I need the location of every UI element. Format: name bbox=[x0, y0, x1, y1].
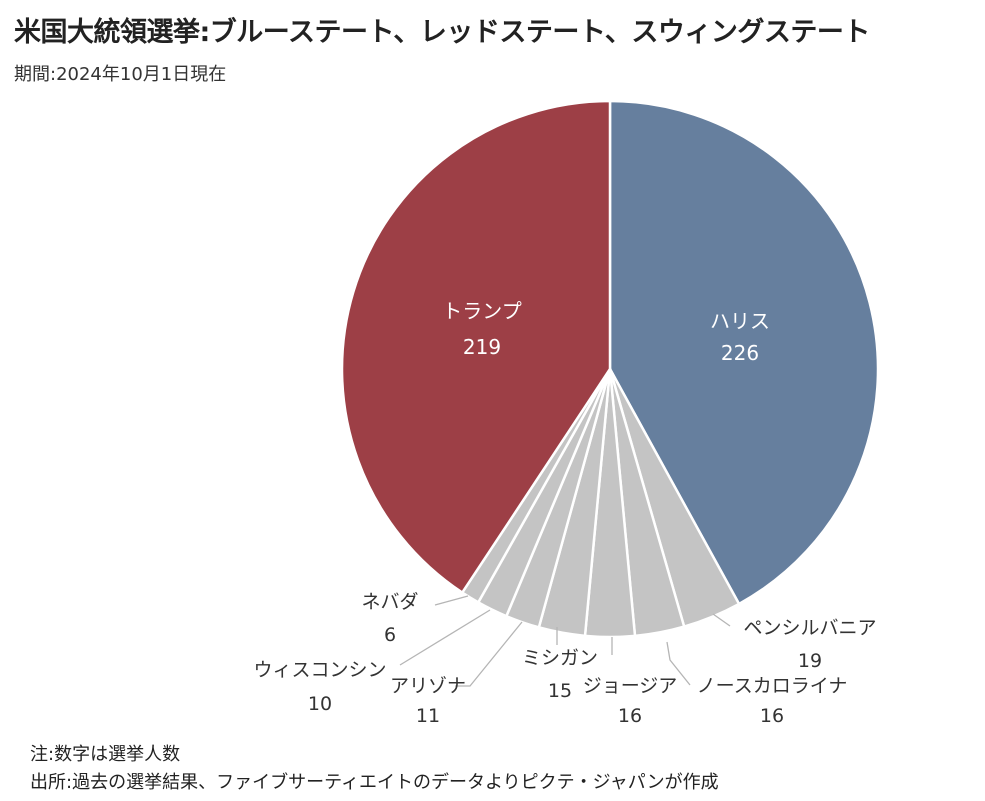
slice-value: 6 bbox=[384, 624, 396, 646]
slice-label: アリゾナ bbox=[390, 675, 466, 697]
slice-value: 15 bbox=[548, 680, 572, 702]
pie-slice bbox=[340, 99, 612, 594]
pie-slice bbox=[608, 99, 880, 606]
slice-value: 219 bbox=[463, 335, 501, 359]
chart-subtitle: 期間:2024年10月1日現在 bbox=[14, 64, 227, 85]
slice-label: ウィスコンシン bbox=[253, 659, 386, 681]
chart-title: 米国大統領選挙:ブルーステート、レッドステート、スウィングステート bbox=[14, 17, 870, 48]
leader-line bbox=[666, 641, 691, 686]
source-note: 出所:過去の選挙結果、ファイブサーティエイトのデータよりピクテ・ジャパンが作成 bbox=[30, 772, 719, 793]
slice-label: ノースカロライナ bbox=[697, 675, 848, 697]
slice-value: 16 bbox=[760, 705, 784, 727]
leader-line bbox=[455, 621, 523, 687]
slice-value: 19 bbox=[798, 650, 822, 672]
slice-label: ジョージア bbox=[583, 675, 678, 697]
slice-value: 10 bbox=[308, 693, 332, 715]
slice-label: トランプ bbox=[442, 299, 521, 323]
slice-value: 11 bbox=[416, 705, 440, 727]
slice-label: ハリス bbox=[710, 309, 770, 333]
slice-label: ネバダ bbox=[361, 591, 418, 613]
slice-value: 16 bbox=[618, 705, 642, 727]
slice-label: ミシガン bbox=[522, 647, 598, 669]
leader-line bbox=[434, 595, 469, 606]
slice-value: 226 bbox=[721, 341, 759, 365]
leader-line bbox=[712, 613, 731, 627]
footnote: 注:数字は選挙人数 bbox=[30, 744, 181, 765]
slice-label: ペンシルバニア bbox=[743, 617, 876, 639]
leader-line bbox=[399, 609, 491, 666]
